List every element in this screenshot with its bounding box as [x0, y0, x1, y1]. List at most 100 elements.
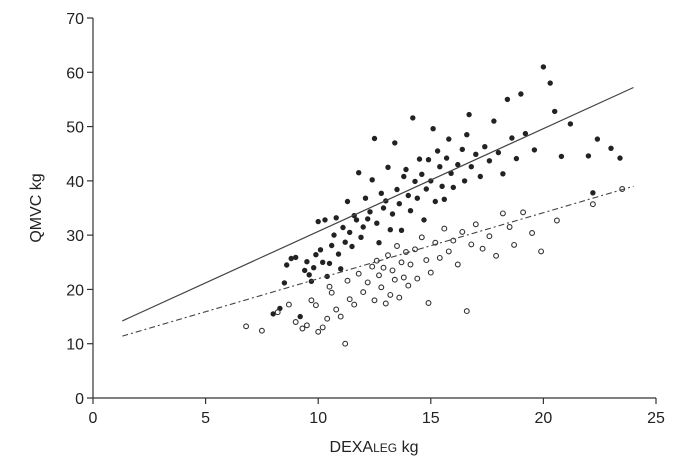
data-point-filled: [313, 251, 319, 258]
data-point-filled: [284, 262, 290, 268]
data-point-filled: [522, 130, 529, 137]
data-point-open: [391, 276, 398, 283]
data-point-filled: [297, 313, 303, 320]
data-point-filled: [378, 190, 384, 196]
data-point-filled: [464, 131, 470, 138]
data-point-open: [369, 263, 376, 270]
data-point-filled: [567, 121, 574, 127]
data-point-filled: [430, 125, 436, 132]
data-point-open: [274, 309, 281, 316]
fit-line-solid: [122, 86, 634, 322]
data-point-open: [326, 283, 333, 290]
data-point-filled: [338, 266, 344, 272]
data-point-filled: [414, 195, 420, 201]
data-point-filled: [482, 143, 488, 150]
data-point-open: [360, 289, 367, 296]
data-point-filled: [434, 148, 441, 154]
data-point-open: [538, 248, 545, 255]
x-axis-title-unit: kg: [397, 439, 418, 456]
data-point-filled: [446, 136, 452, 142]
data-point-open: [493, 252, 500, 259]
data-point-filled: [473, 151, 479, 157]
data-point-filled: [288, 255, 294, 262]
x-axis-title-subscript: LEG: [373, 441, 397, 455]
data-point-filled: [500, 171, 506, 177]
data-point-open: [319, 324, 326, 331]
data-point-filled: [421, 217, 427, 223]
data-point-filled: [329, 242, 335, 249]
data-point-filled: [304, 259, 310, 265]
data-point-open: [529, 230, 536, 236]
data-point-filled: [461, 178, 468, 184]
data-point-open: [520, 209, 527, 216]
fit-lines: [122, 86, 634, 337]
data-point-open: [380, 264, 387, 271]
data-point-filled: [608, 145, 614, 151]
x-axis-title-main: DEXA: [330, 439, 374, 456]
data-point-filled: [477, 173, 483, 180]
data-point-filled: [590, 190, 596, 196]
data-point-filled: [552, 108, 558, 115]
data-point-filled: [315, 218, 321, 225]
y-tick-label: 50: [66, 120, 84, 137]
data-point-filled: [419, 171, 425, 177]
data-point-filled: [389, 211, 396, 217]
data-point-open: [315, 328, 322, 335]
data-point-open: [258, 327, 265, 334]
data-point-filled: [437, 163, 443, 170]
data-point-filled: [425, 156, 432, 163]
fit-line-dashed: [122, 185, 634, 337]
data-point-open: [459, 228, 466, 235]
data-point-open: [344, 277, 351, 284]
data-point-open: [382, 300, 389, 307]
data-point-open: [418, 234, 425, 241]
data-point-filled: [401, 173, 407, 180]
data-point-filled: [362, 195, 369, 201]
x-tick-label: 20: [535, 410, 553, 427]
data-point-filled: [443, 155, 450, 161]
data-point-filled: [450, 184, 456, 191]
data-point-open: [376, 272, 382, 279]
data-point-filled: [376, 239, 382, 246]
data-point-filled: [547, 80, 553, 86]
data-point-filled: [405, 192, 411, 199]
data-point-filled: [326, 260, 333, 267]
data-point-open: [398, 259, 405, 266]
data-point-open: [351, 301, 358, 308]
data-point-open: [243, 323, 250, 330]
data-point-open: [396, 294, 403, 301]
x-tick-label: 10: [309, 410, 327, 427]
data-point-filled: [423, 186, 429, 192]
y-axis-title: QMVC kg: [28, 173, 45, 242]
data-point-filled: [468, 163, 474, 170]
data-point-filled: [441, 196, 447, 202]
data-point-filled: [340, 224, 346, 231]
data-point-filled: [342, 239, 348, 245]
data-point-filled: [344, 198, 351, 205]
data-point-filled: [585, 153, 592, 159]
data-point-filled: [531, 147, 538, 153]
data-point-filled: [486, 158, 493, 164]
data-point-open: [463, 308, 470, 315]
x-tick-label: 25: [647, 410, 665, 427]
y-tick-label: 10: [66, 337, 84, 354]
data-point-filled: [349, 243, 355, 250]
y-tick-label: 20: [66, 282, 84, 299]
points-layer: [243, 64, 626, 347]
data-point-filled: [387, 226, 393, 233]
data-point-open: [371, 297, 378, 304]
x-tick-label: 5: [201, 410, 210, 427]
data-point-filled: [396, 200, 402, 207]
data-point-filled: [540, 64, 547, 70]
data-point-open: [400, 274, 407, 281]
data-point-open: [405, 282, 412, 289]
data-point-open: [506, 224, 513, 230]
data-point-open: [445, 248, 452, 255]
data-point-filled: [293, 254, 299, 261]
data-point-filled: [509, 135, 515, 141]
data-point-filled: [432, 198, 438, 205]
data-point-open: [414, 275, 421, 282]
data-point-open: [385, 252, 391, 259]
data-point-open: [387, 291, 394, 298]
data-point-open: [355, 270, 362, 277]
